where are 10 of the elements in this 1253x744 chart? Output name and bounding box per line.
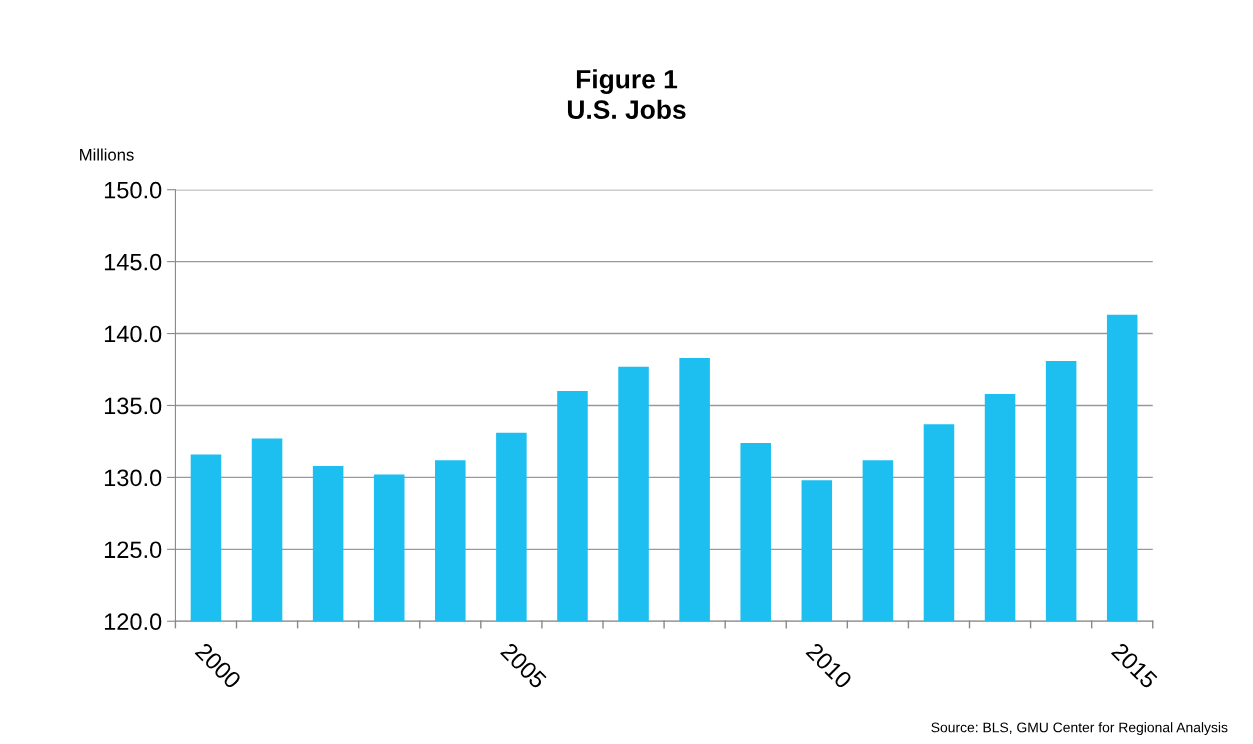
y-tick-label: 145.0 — [104, 253, 162, 271]
chart-title: Figure 1 U.S. Jobs — [567, 69, 686, 120]
y-tick-label: 135.0 — [104, 397, 162, 415]
y-tick-label: 150.0 — [104, 181, 162, 199]
y-tick-label: 140.0 — [104, 325, 162, 343]
y-axis-title: Millions — [80, 148, 134, 161]
source-note: Source: BLS, GMU Center for Regional Analysis — [931, 722, 1228, 736]
y-tick-label: 125.0 — [104, 541, 162, 559]
y-tick-label: 130.0 — [104, 469, 162, 487]
y-tick-label: 120.0 — [104, 613, 162, 631]
